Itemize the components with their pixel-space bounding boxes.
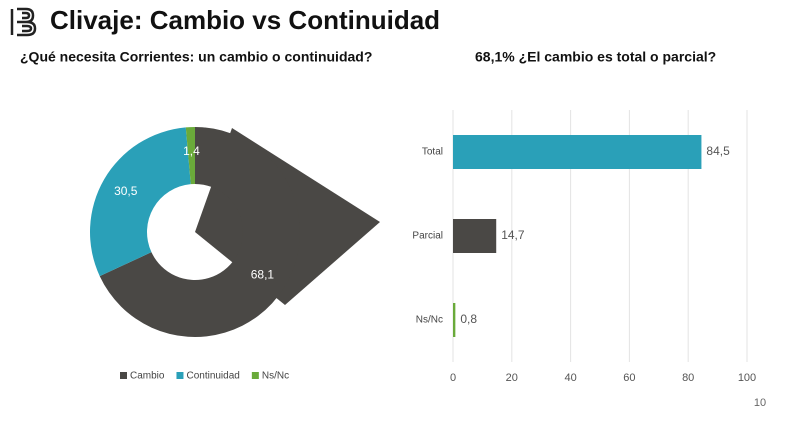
x-tick-label: 0 — [450, 372, 456, 384]
legend-label: Cambio — [130, 371, 165, 382]
chart-title: 68,1% ¿El cambio es total o parcial? — [475, 49, 716, 65]
donut-segment — [89, 127, 191, 277]
logo-inner — [22, 11, 33, 33]
data-label: 84,5 — [706, 144, 730, 158]
bar — [453, 135, 702, 169]
bar — [453, 303, 456, 337]
data-label: 1,4 — [183, 144, 200, 158]
legend-label: Ns/Nc — [262, 371, 289, 382]
donut-segment — [99, 127, 300, 337]
bar — [453, 219, 497, 253]
legend-swatch — [120, 372, 127, 379]
y-tick-label: Parcial — [412, 231, 443, 242]
slide-title: Clivaje: Cambio vs Continuidad — [50, 5, 440, 35]
logo — [10, 7, 37, 37]
donut-chart: 68,1 30,5 1,4 Cambio Continuidad Ns/Nc — [89, 127, 300, 382]
x-tick-label: 40 — [564, 372, 576, 384]
data-label: 68,1 — [251, 267, 275, 281]
x-tick-label: 80 — [682, 372, 694, 384]
page-number: 10 — [754, 397, 766, 409]
y-tick-label: Total — [422, 147, 443, 158]
x-tick-label: 60 — [623, 372, 635, 384]
y-tick-label: Ns/Nc — [416, 315, 443, 326]
donut-segment — [185, 127, 195, 185]
bar-chart: 0 20 40 60 80 100 Total 84,5 Parcial 14,7 Ns/Nc 0,8 — [412, 110, 756, 384]
chart-title: ¿Qué necesita Corrientes: un cambio o co… — [20, 49, 372, 65]
x-tick-label: 100 — [738, 372, 756, 384]
data-label: 14,7 — [501, 228, 525, 242]
legend-swatch — [176, 372, 184, 379]
legend-label: Continuidad — [186, 371, 239, 382]
legend-swatch — [251, 372, 259, 379]
logo-mark — [10, 7, 37, 37]
data-label: 30,5 — [114, 184, 138, 198]
data-label: 0,8 — [460, 312, 477, 326]
x-tick-label: 20 — [506, 372, 518, 384]
